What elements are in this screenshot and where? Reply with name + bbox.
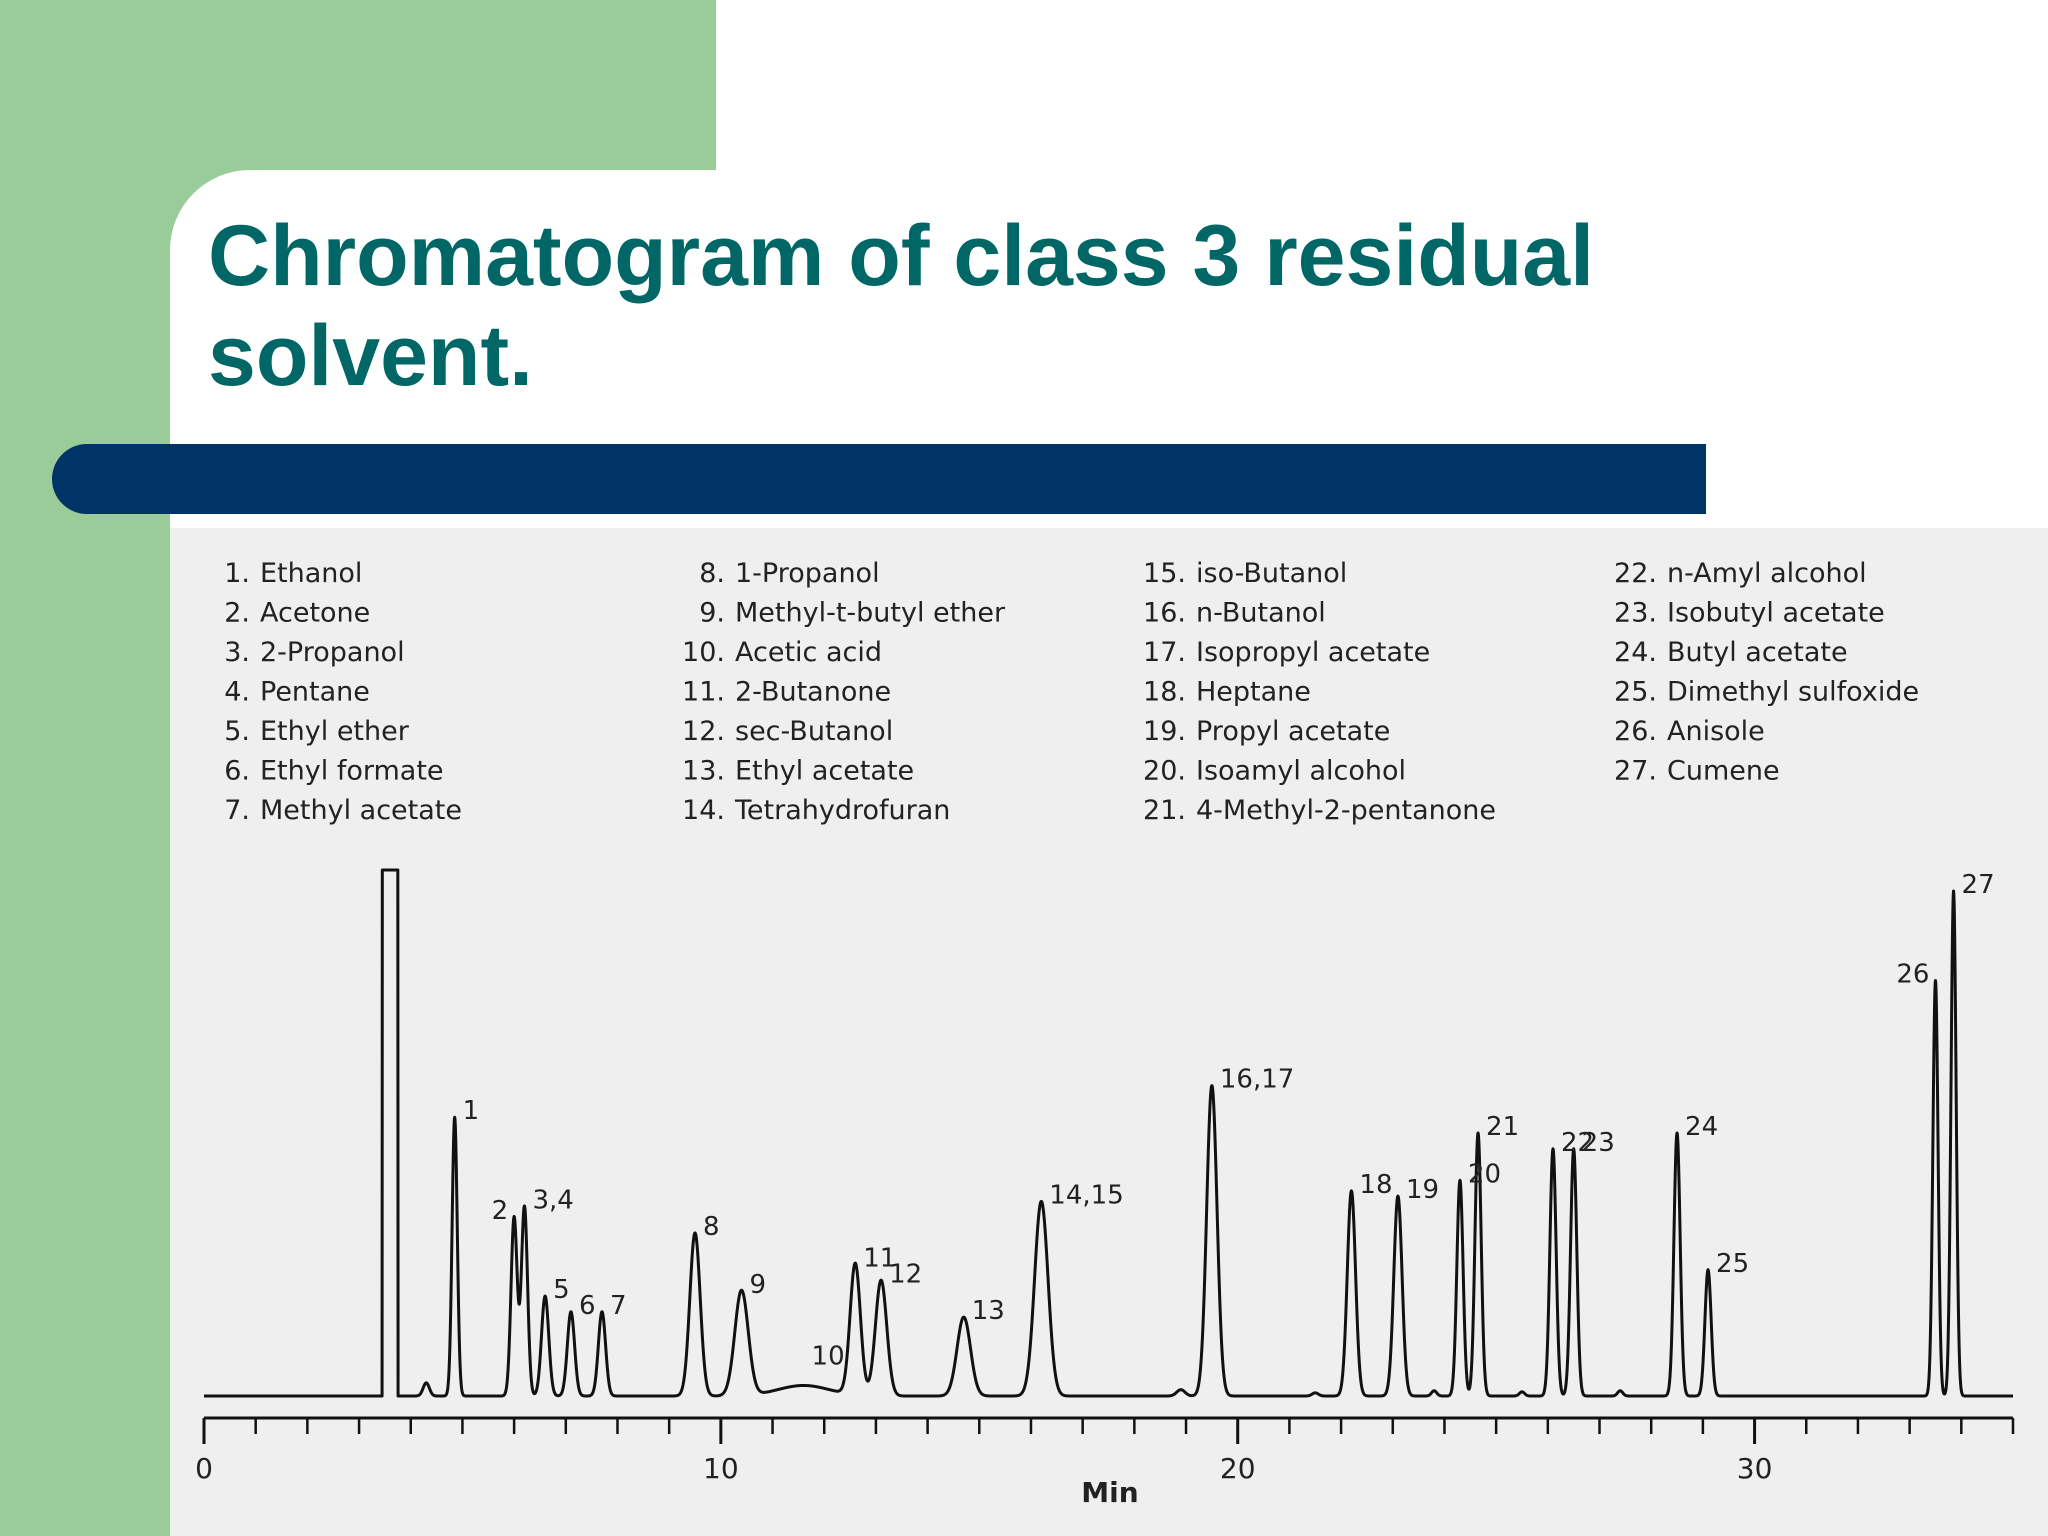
peak-label: 12 (889, 1259, 922, 1289)
legend-number: 18. (1143, 677, 1186, 708)
legend-number: 23. (1614, 598, 1657, 629)
legend-compound-name: Acetone (260, 598, 370, 629)
peak-label: 13 (972, 1296, 1005, 1326)
x-axis-ticks (202, 1418, 2015, 1444)
legend-number: 9. (699, 598, 725, 629)
legend-number: 2. (224, 598, 250, 629)
legend-number: 20. (1143, 756, 1186, 787)
peak-label: 23 (1582, 1128, 1615, 1158)
legend-number: 14. (682, 795, 725, 826)
legend-number: 16. (1143, 598, 1186, 629)
legend-number: 11. (682, 677, 725, 708)
peak-label: 8 (703, 1212, 720, 1242)
legend-number: 12. (682, 716, 725, 747)
legend-compound-name: 1-Propanol (735, 558, 880, 589)
legend-number: 19. (1143, 716, 1186, 747)
legend-number: 4. (224, 677, 250, 708)
peak-label: 22 (1561, 1128, 1594, 1158)
legend-compound-name: Methyl-t-butyl ether (735, 598, 1006, 629)
chromatogram-trace (202, 868, 2015, 1398)
peak-label: 6 (579, 1291, 596, 1321)
legend-compound-name: Isopropyl acetate (1196, 637, 1430, 668)
legend-compound-name: 2-Propanol (260, 637, 405, 668)
legend-number: 5. (224, 716, 250, 747)
peak-label: 9 (750, 1270, 767, 1300)
legend-compound-name: iso-Butanol (1196, 558, 1347, 589)
legend-compound-name: Anisole (1667, 716, 1765, 747)
legend-number: 6. (224, 756, 250, 787)
peak-label: 24 (1685, 1112, 1718, 1142)
peak-label: 5 (553, 1275, 570, 1305)
peak-label: 26 (1896, 959, 1929, 989)
peak-label: 20 (1468, 1159, 1501, 1189)
legend-compound-name: 2-Butanone (735, 677, 891, 708)
title-underline-bar (52, 444, 1706, 514)
x-axis-title: Min (1081, 1476, 1138, 1509)
legend-compound-name: n-Butanol (1196, 598, 1326, 629)
x-tick-label: 10 (703, 1452, 739, 1485)
chromatogram-panel: 1. Ethanol 2. Acetone 3. 2-Propanol 4. Pentane 5… (170, 528, 2048, 1536)
legend-compound-name: Propyl acetate (1196, 716, 1390, 747)
legend-compound-name: n-Amyl alcohol (1667, 558, 1867, 589)
x-tick-label: 20 (1220, 1452, 1256, 1485)
legend-number: 17. (1143, 637, 1186, 668)
chromatogram-chart: 1. Ethanol 2. Acetone 3. 2-Propanol 4. Pentane 5… (195, 558, 2015, 1509)
peak-label: 14,15 (1049, 1180, 1123, 1210)
legend-compound-name: Ethyl formate (260, 756, 444, 787)
peak-label: 27 (1962, 870, 1995, 900)
legend-compound-name: Ethyl ether (260, 716, 410, 747)
legend-compound-name: sec-Butanol (735, 716, 893, 747)
legend-compound-name: Acetic acid (735, 637, 882, 668)
legend-compound-name: Isobutyl acetate (1667, 598, 1885, 629)
peak-label: 21 (1486, 1112, 1519, 1142)
legend-number: 27. (1614, 756, 1657, 787)
peak-label: 16,17 (1220, 1065, 1294, 1095)
legend-number: 10. (682, 637, 725, 668)
legend-compound-name: Heptane (1196, 677, 1311, 708)
legend-compound-name: 4-Methyl-2-pentanone (1196, 795, 1496, 826)
legend-number: 26. (1614, 716, 1657, 747)
peak-label: 25 (1716, 1249, 1749, 1279)
legend-number: 25. (1614, 677, 1657, 708)
legend-compound-name: Cumene (1667, 756, 1780, 787)
legend-compound-name: Butyl acetate (1667, 637, 1848, 668)
peak-label: 10 (812, 1341, 845, 1371)
peak-label: 3,4 (532, 1186, 573, 1216)
legend-number: 3. (224, 637, 250, 668)
x-tick-label: 30 (1737, 1452, 1773, 1485)
legend-number: 8. (699, 558, 725, 589)
legend-compound-name: Pentane (260, 677, 370, 708)
legend-number: 15. (1143, 558, 1186, 589)
legend-compound-name: Ethanol (260, 558, 362, 589)
legend-number: 24. (1614, 637, 1657, 668)
peak-label: 2 (492, 1196, 509, 1226)
legend-compound-name: Dimethyl sulfoxide (1667, 677, 1919, 708)
x-tick-label: 0 (195, 1452, 213, 1485)
legend-compound-name: Tetrahydrofuran (734, 795, 950, 826)
peak-label: 19 (1406, 1175, 1439, 1205)
peak-label: 7 (610, 1291, 627, 1321)
legend-number: 22. (1614, 558, 1657, 589)
peak-label: 18 (1359, 1170, 1392, 1200)
slide-title: Chromatogram of class 3 residual solvent… (208, 208, 1594, 404)
legend-number: 7. (224, 795, 250, 826)
legend-compound-name: Ethyl acetate (735, 756, 914, 787)
legend-number: 13. (682, 756, 725, 787)
peak-label: 1 (463, 1096, 480, 1126)
x-axis-tick-labels: 0 10 20 30 (195, 1452, 1772, 1485)
peak-label: 11 (863, 1244, 896, 1274)
compound-legend: 1. Ethanol 2. Acetone 3. 2-Propanol 4. Pentane 5… (224, 558, 1919, 826)
legend-number: 21. (1143, 795, 1186, 826)
legend-compound-name: Methyl acetate (260, 795, 462, 826)
legend-compound-name: Isoamyl alcohol (1196, 756, 1406, 787)
legend-number: 1. (224, 558, 250, 589)
